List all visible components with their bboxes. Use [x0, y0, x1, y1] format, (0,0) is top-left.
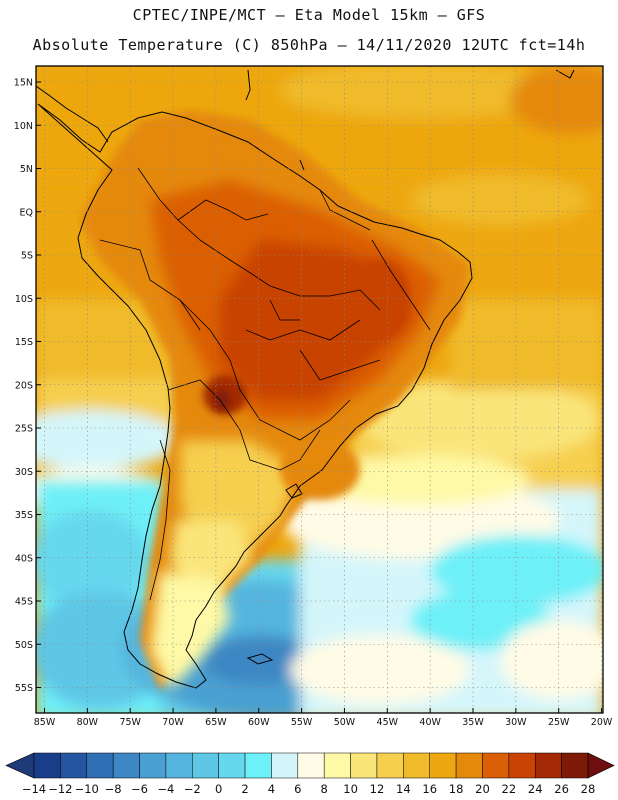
lon-tick-label: 30W	[505, 717, 527, 728]
colorbar-label: 0	[215, 782, 222, 796]
colorbar-swatch	[429, 752, 457, 779]
lon-tick-label: 70W	[162, 717, 184, 728]
lon-tick-label: 50W	[334, 717, 356, 728]
lon-tick-label: 75W	[119, 717, 141, 728]
colorbar-swatch	[165, 752, 193, 779]
colorbar-label: −12	[48, 782, 72, 796]
colorbar-swatch	[297, 752, 325, 779]
colorbar-swatch	[350, 752, 378, 779]
colorbar-label: 12	[370, 782, 385, 796]
colorbar-swatch	[508, 752, 536, 779]
colorbar-swatch	[323, 752, 351, 779]
lon-tick-label: 80W	[77, 717, 99, 728]
colorbar-label: −4	[157, 782, 174, 796]
lat-tick-label: 20S	[15, 380, 33, 391]
colorbar-label: −14	[22, 782, 46, 796]
lat-tick-label: 35S	[15, 510, 33, 521]
colorbar-swatch	[33, 752, 61, 779]
latitude-axis: 15N 10N 5N EQ 5S 10S 15S 20S 25S 30S 35S 40S 45S 50S 5…	[14, 78, 41, 694]
colorbar-swatch	[192, 752, 219, 779]
lat-tick-label: 5S	[21, 251, 33, 262]
lat-tick-label: 30S	[15, 467, 33, 478]
colorbar-label: 22	[502, 782, 517, 796]
lon-tick-label: 25W	[548, 717, 570, 728]
colorbar-label: 24	[528, 782, 543, 796]
colorbar-swatch	[139, 752, 167, 779]
lat-tick-label: 10N	[14, 121, 33, 132]
temperature-field	[36, 66, 603, 713]
lon-tick-label: 20W	[591, 717, 613, 728]
colorbar-label: 8	[321, 782, 328, 796]
longitude-axis: 85W 80W 75W 70W 65W 60W 55W 50W 45W 40W 35W 30W 25W 2…	[34, 708, 613, 728]
lon-tick-label: 60W	[248, 717, 270, 728]
lon-tick-label: 55W	[291, 717, 313, 728]
colorbar-label: 10	[343, 782, 358, 796]
colorbar-label: 20	[475, 782, 490, 796]
lat-tick-label: 40S	[15, 553, 33, 564]
colorbar-under-arrow	[5, 752, 35, 779]
coastline	[36, 69, 575, 689]
lat-tick-label: 25S	[15, 424, 33, 435]
colorbar-label: 2	[241, 782, 248, 796]
lat-tick-label: 50S	[15, 640, 33, 651]
lat-tick-label: 15S	[15, 337, 33, 348]
colorbar-label: 4	[268, 782, 275, 796]
colorbar-label: −8	[105, 782, 122, 796]
lat-tick-label: EQ	[20, 207, 33, 218]
colorbar-label: −6	[131, 782, 148, 796]
colorbar-swatch	[218, 752, 246, 779]
colorbar-label: −2	[184, 782, 201, 796]
colorbar-label: 26	[554, 782, 569, 796]
colorbar-label: 16	[422, 782, 437, 796]
lat-tick-label: 55S	[15, 683, 33, 694]
colorbar-swatch	[482, 752, 510, 779]
colorbar-label: 28	[581, 782, 596, 796]
lon-tick-label: 65W	[205, 717, 227, 728]
lon-tick-label: 40W	[419, 717, 441, 728]
lon-tick-label: 85W	[34, 717, 56, 728]
colorbar-swatch	[60, 752, 88, 779]
lat-tick-label: 15N	[14, 78, 33, 89]
country-borders	[99, 167, 431, 601]
colorbar-label: −10	[75, 782, 99, 796]
lat-tick-label: 45S	[15, 597, 33, 608]
colorbar: −14 −12 −10 −8 −6 −4 −2 0 2 4 6 8 10 12 14 16 18 20 22 24 26…	[5, 752, 615, 796]
colorbar-swatch	[244, 752, 272, 779]
lon-tick-label: 45W	[377, 717, 399, 728]
colorbar-over-arrow	[587, 752, 615, 779]
colorbar-swatch	[534, 752, 562, 779]
colorbar-label: 18	[449, 782, 464, 796]
map-title: CPTEC/INPE/MCT – Eta Model 15km – GFS	[132, 6, 486, 24]
map-frame	[35, 65, 604, 714]
colorbar-swatch	[376, 752, 404, 779]
map-subtitle: Absolute Temperature (C) 850hPa – 14/11/…	[32, 36, 586, 54]
colorbar-swatch	[403, 752, 430, 779]
colorbar-swatch	[271, 752, 299, 779]
lat-tick-label: 10S	[15, 294, 33, 305]
lat-tick-label: 5N	[20, 164, 33, 175]
colorbar-swatch	[112, 752, 140, 779]
colorbar-swatch	[561, 752, 589, 779]
colorbar-swatch	[455, 752, 483, 779]
colorbar-label: 6	[294, 782, 301, 796]
colorbar-label: 14	[396, 782, 411, 796]
graticule	[36, 66, 603, 713]
lon-tick-label: 35W	[462, 717, 484, 728]
colorbar-swatch	[86, 752, 114, 779]
